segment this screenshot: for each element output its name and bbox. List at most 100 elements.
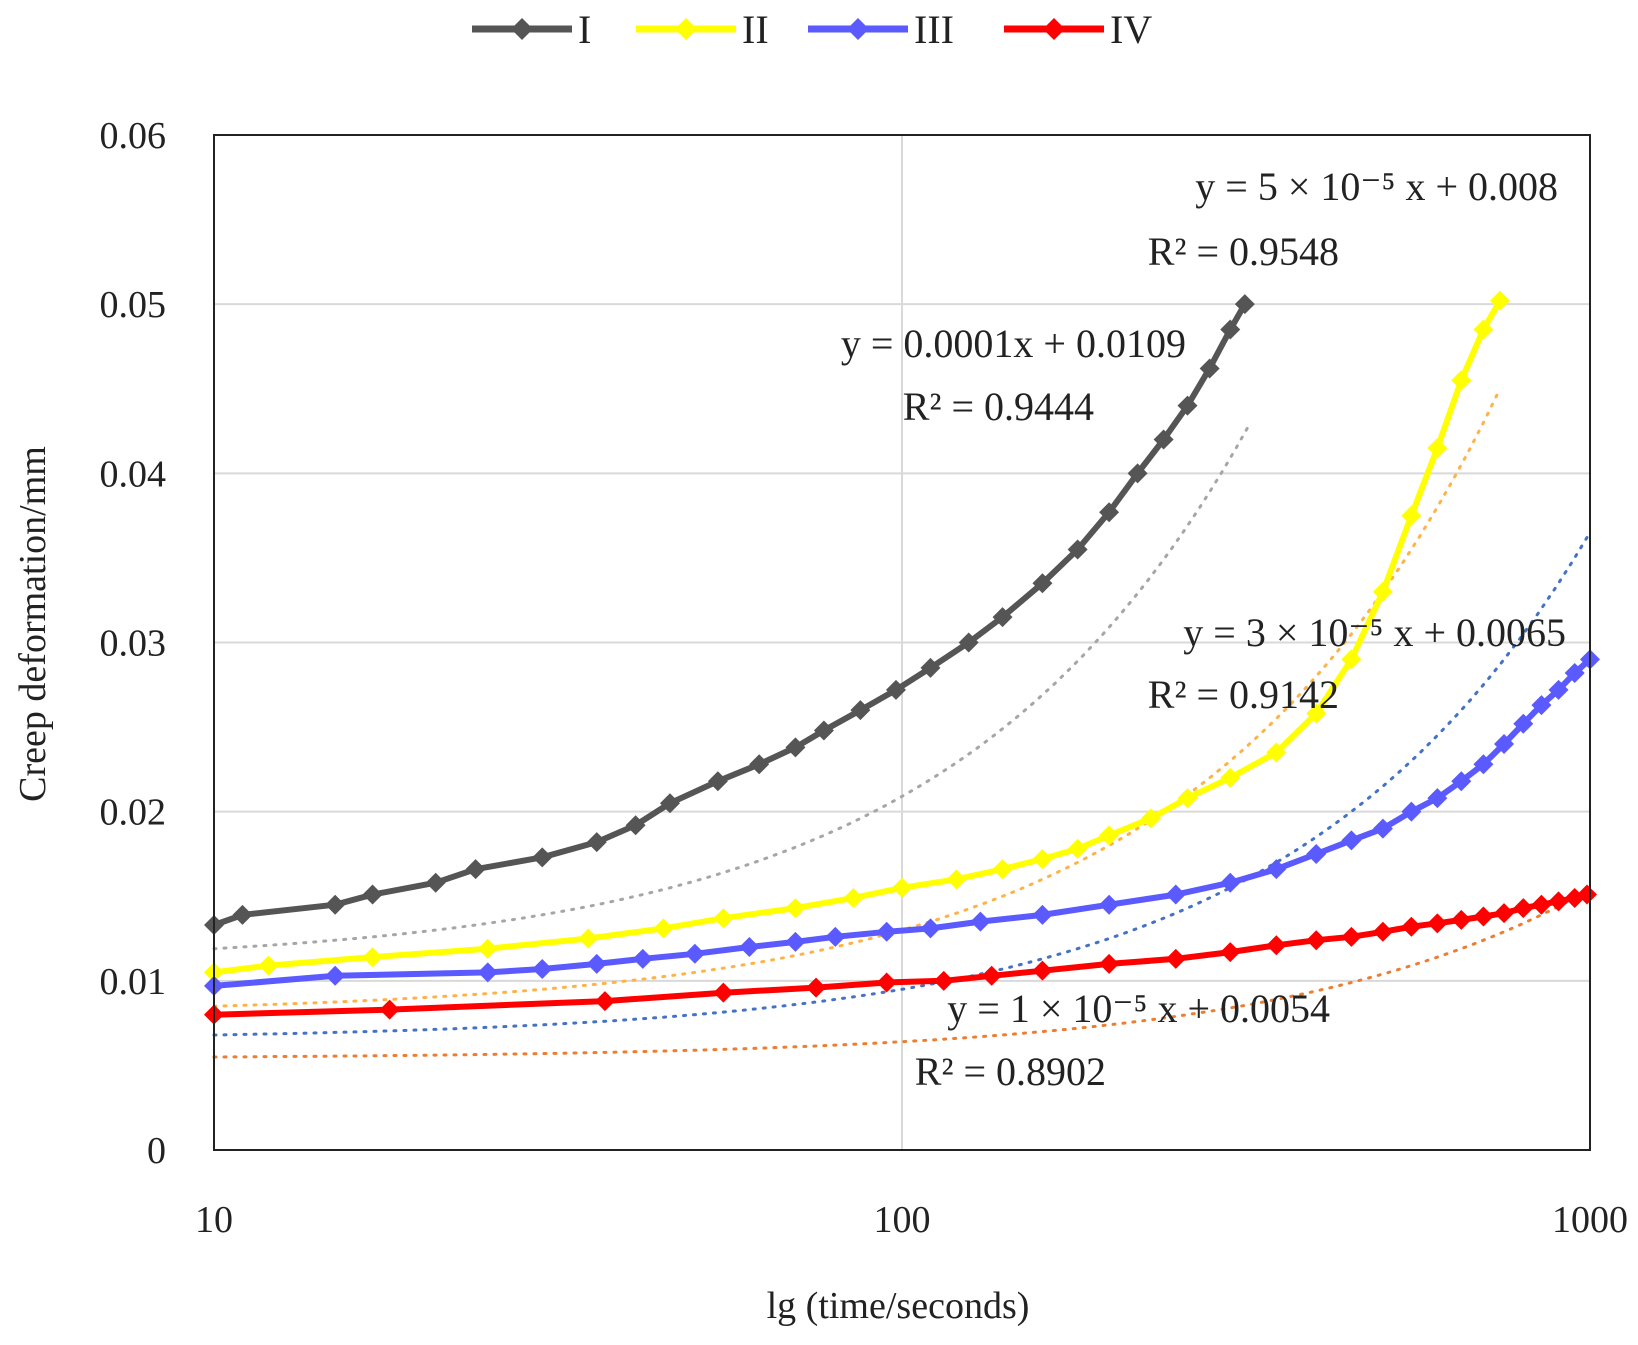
- x-tick-label: 10: [195, 1199, 233, 1241]
- data-point-IV: [1266, 935, 1287, 956]
- trendlines: [212, 387, 1592, 1059]
- equations: y = 0.0001x + 0.0109 R² = 0.9444 y = 5 × 1…: [841, 164, 1566, 1094]
- legend-item-I[interactable]: I: [472, 7, 591, 52]
- legend-marker-I: [511, 18, 533, 40]
- equation-IV: y = 1 × 10⁻⁵ x + 0.0054: [947, 986, 1330, 1031]
- data-point-IV: [806, 977, 827, 998]
- data-point-III: [825, 926, 846, 947]
- legend-label-II: II: [742, 7, 769, 52]
- y-tick-label: 0.06: [100, 115, 167, 157]
- series-II: [204, 290, 1511, 983]
- data-point-II: [1177, 788, 1198, 809]
- data-point-I: [813, 720, 834, 741]
- data-point-III: [1401, 801, 1422, 822]
- data-point-III: [532, 958, 553, 979]
- data-point-II: [892, 877, 912, 898]
- data-point-IV: [1165, 948, 1186, 969]
- data-point-II: [713, 908, 734, 929]
- y-tick-label: 0.05: [100, 284, 167, 326]
- data-point-III: [586, 953, 607, 974]
- data-point-I: [885, 679, 906, 700]
- data-point-IV: [1427, 913, 1448, 934]
- data-point-I: [920, 657, 941, 678]
- legend-item-IV[interactable]: IV: [1004, 7, 1152, 52]
- legend-marker-III: [847, 18, 869, 40]
- equation-III: y = 3 × 10⁻⁵ x + 0.0065: [1183, 610, 1566, 655]
- data-point-I: [992, 607, 1013, 628]
- data-point-I: [958, 632, 979, 653]
- y-tick-label: 0.04: [100, 453, 167, 495]
- data-point-III: [1099, 894, 1120, 915]
- data-point-I: [1153, 429, 1174, 450]
- data-point-III: [1513, 713, 1534, 734]
- equation-II: y = 5 × 10⁻⁵ x + 0.008: [1195, 164, 1558, 209]
- legend-label-I: I: [578, 7, 591, 52]
- data-point-IV: [1576, 884, 1597, 905]
- r-squared-II: R² = 0.9548: [1148, 229, 1339, 274]
- legend-label-III: III: [914, 7, 954, 52]
- data-point-IV: [1306, 930, 1327, 951]
- y-axis-title: Creep deformation/mm: [12, 446, 54, 802]
- data-point-II: [362, 947, 383, 968]
- data-point-I: [1220, 319, 1241, 340]
- data-point-III: [632, 948, 653, 969]
- x-axis-title: lg (time/seconds): [767, 1285, 1030, 1327]
- data-point-II: [843, 887, 864, 908]
- data-point-III: [920, 918, 941, 939]
- data-point-II: [578, 928, 599, 949]
- data-point-IV: [1451, 909, 1472, 930]
- data-point-II: [1341, 649, 1362, 670]
- data-point-IV: [1548, 891, 1569, 912]
- legend-marker-IV: [1043, 18, 1065, 40]
- legend[interactable]: I II III IV: [472, 7, 1152, 52]
- data-point-IV: [1220, 942, 1241, 963]
- data-point-I: [659, 793, 680, 814]
- data-point-II: [1306, 703, 1327, 724]
- data-point-IV: [1372, 921, 1393, 942]
- data-point-III: [785, 931, 806, 952]
- data-point-I: [625, 815, 646, 836]
- data-point-I: [1127, 463, 1148, 484]
- data-point-IV: [379, 999, 400, 1020]
- trendline-III: [212, 531, 1592, 1037]
- data-point-II: [946, 869, 967, 890]
- data-point-II: [1099, 825, 1120, 846]
- data-point-I: [1199, 358, 1220, 379]
- data-point-IV: [713, 982, 734, 1003]
- data-point-II: [1372, 581, 1393, 602]
- data-point-IV: [1473, 906, 1494, 927]
- data-point-III: [1165, 884, 1186, 905]
- data-point-IV: [1513, 898, 1534, 919]
- data-point-I: [707, 771, 728, 792]
- y-tick-label: 0.02: [100, 792, 167, 834]
- data-point-IV: [981, 965, 1002, 986]
- data-point-II: [1427, 437, 1448, 458]
- r-squared-IV: R² = 0.8902: [915, 1049, 1106, 1094]
- data-point-I: [850, 700, 871, 721]
- data-point-I: [232, 904, 253, 925]
- data-point-I: [586, 832, 607, 853]
- data-point-II: [992, 859, 1013, 880]
- data-point-II: [477, 938, 498, 959]
- data-point-II: [1490, 290, 1511, 311]
- data-point-IV: [876, 972, 897, 993]
- y-tick-label: 0.01: [100, 961, 167, 1003]
- data-point-II: [1220, 767, 1241, 788]
- data-point-II: [1451, 370, 1472, 391]
- legend-item-III[interactable]: III: [808, 7, 954, 52]
- plot-area-frame: [213, 134, 1591, 1151]
- y-tick-label: 0: [147, 1130, 166, 1172]
- data-point-IV: [1531, 894, 1552, 915]
- data-point-III: [876, 921, 897, 942]
- data-point-I: [749, 754, 770, 775]
- data-point-III: [325, 965, 346, 986]
- data-point-II: [1266, 742, 1287, 763]
- data-point-III: [477, 962, 498, 983]
- legend-item-II[interactable]: II: [636, 7, 769, 52]
- data-point-III: [1494, 734, 1515, 754]
- data-point-I: [532, 847, 553, 868]
- data-point-IV: [1099, 953, 1120, 974]
- data-point-I: [1099, 502, 1120, 523]
- data-point-III: [1531, 695, 1552, 716]
